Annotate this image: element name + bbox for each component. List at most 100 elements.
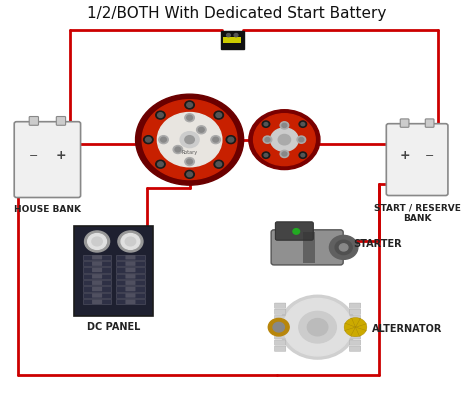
- Circle shape: [282, 152, 287, 156]
- Circle shape: [213, 137, 219, 142]
- Circle shape: [88, 233, 107, 249]
- Circle shape: [185, 114, 194, 122]
- Circle shape: [254, 114, 315, 166]
- Circle shape: [142, 100, 237, 180]
- Circle shape: [136, 94, 244, 185]
- Wedge shape: [356, 318, 366, 327]
- FancyBboxPatch shape: [274, 346, 286, 352]
- Circle shape: [301, 122, 305, 126]
- FancyBboxPatch shape: [275, 222, 313, 240]
- Circle shape: [299, 152, 307, 158]
- Circle shape: [234, 34, 238, 37]
- Circle shape: [118, 231, 143, 252]
- Wedge shape: [345, 318, 356, 327]
- Circle shape: [157, 162, 163, 167]
- Circle shape: [155, 111, 165, 119]
- FancyBboxPatch shape: [116, 286, 145, 292]
- Text: +: +: [55, 149, 66, 162]
- Circle shape: [293, 229, 300, 234]
- Circle shape: [185, 101, 194, 109]
- Circle shape: [273, 322, 284, 332]
- FancyBboxPatch shape: [425, 119, 434, 127]
- FancyBboxPatch shape: [126, 268, 136, 272]
- Circle shape: [339, 244, 348, 251]
- Circle shape: [264, 122, 268, 126]
- FancyBboxPatch shape: [83, 286, 111, 292]
- FancyBboxPatch shape: [274, 328, 286, 333]
- Circle shape: [180, 132, 199, 148]
- FancyBboxPatch shape: [274, 322, 286, 327]
- Text: FUSE: FUSE: [429, 125, 434, 138]
- FancyBboxPatch shape: [83, 299, 111, 304]
- FancyBboxPatch shape: [92, 280, 102, 285]
- Text: STARTER: STARTER: [353, 239, 402, 249]
- Text: +: +: [399, 149, 410, 162]
- FancyBboxPatch shape: [83, 274, 111, 279]
- Circle shape: [249, 110, 320, 170]
- Text: Rotary: Rotary: [182, 150, 198, 155]
- Circle shape: [228, 137, 234, 142]
- FancyBboxPatch shape: [83, 255, 111, 260]
- Circle shape: [268, 318, 289, 336]
- Circle shape: [216, 113, 222, 117]
- FancyBboxPatch shape: [349, 334, 361, 339]
- Text: START / RESERVE
BANK: START / RESERVE BANK: [374, 203, 461, 223]
- FancyBboxPatch shape: [83, 280, 111, 285]
- FancyBboxPatch shape: [220, 31, 244, 49]
- Circle shape: [226, 136, 236, 144]
- Circle shape: [271, 128, 298, 151]
- Circle shape: [299, 138, 304, 142]
- FancyBboxPatch shape: [126, 280, 136, 285]
- Wedge shape: [356, 327, 366, 336]
- Circle shape: [214, 111, 224, 119]
- Circle shape: [283, 298, 352, 356]
- Circle shape: [216, 162, 222, 167]
- Circle shape: [297, 136, 306, 143]
- FancyBboxPatch shape: [92, 268, 102, 272]
- Circle shape: [187, 159, 192, 164]
- FancyBboxPatch shape: [274, 315, 286, 320]
- Text: 1/2/BOTH With Dedicated Start Battery: 1/2/BOTH With Dedicated Start Battery: [87, 6, 387, 21]
- FancyBboxPatch shape: [116, 267, 145, 273]
- Wedge shape: [351, 327, 360, 337]
- FancyBboxPatch shape: [386, 124, 448, 196]
- Circle shape: [329, 235, 358, 259]
- FancyBboxPatch shape: [116, 261, 145, 266]
- Circle shape: [157, 113, 163, 117]
- FancyBboxPatch shape: [83, 267, 111, 273]
- FancyBboxPatch shape: [126, 300, 136, 304]
- FancyBboxPatch shape: [303, 232, 315, 263]
- FancyBboxPatch shape: [29, 117, 38, 125]
- Circle shape: [282, 123, 287, 127]
- Circle shape: [262, 152, 270, 158]
- FancyBboxPatch shape: [349, 322, 361, 327]
- FancyBboxPatch shape: [349, 303, 361, 308]
- Circle shape: [161, 137, 166, 142]
- FancyBboxPatch shape: [274, 303, 286, 308]
- FancyBboxPatch shape: [116, 255, 145, 260]
- FancyBboxPatch shape: [92, 287, 102, 291]
- FancyBboxPatch shape: [116, 274, 145, 279]
- FancyBboxPatch shape: [126, 287, 136, 291]
- Circle shape: [157, 113, 222, 167]
- FancyBboxPatch shape: [56, 117, 65, 125]
- FancyBboxPatch shape: [349, 340, 361, 345]
- FancyBboxPatch shape: [349, 315, 361, 320]
- Text: HOUSE BANK: HOUSE BANK: [14, 205, 81, 215]
- FancyBboxPatch shape: [349, 309, 361, 314]
- Circle shape: [227, 34, 230, 37]
- Circle shape: [280, 150, 289, 158]
- Wedge shape: [351, 318, 360, 327]
- FancyBboxPatch shape: [274, 334, 286, 339]
- FancyBboxPatch shape: [116, 299, 145, 304]
- Circle shape: [264, 154, 268, 157]
- FancyBboxPatch shape: [92, 293, 102, 298]
- Circle shape: [187, 103, 192, 107]
- Wedge shape: [344, 323, 356, 331]
- Circle shape: [197, 126, 206, 134]
- FancyBboxPatch shape: [126, 274, 136, 279]
- FancyBboxPatch shape: [83, 261, 111, 266]
- FancyBboxPatch shape: [126, 255, 136, 259]
- FancyBboxPatch shape: [349, 328, 361, 333]
- Wedge shape: [356, 323, 367, 331]
